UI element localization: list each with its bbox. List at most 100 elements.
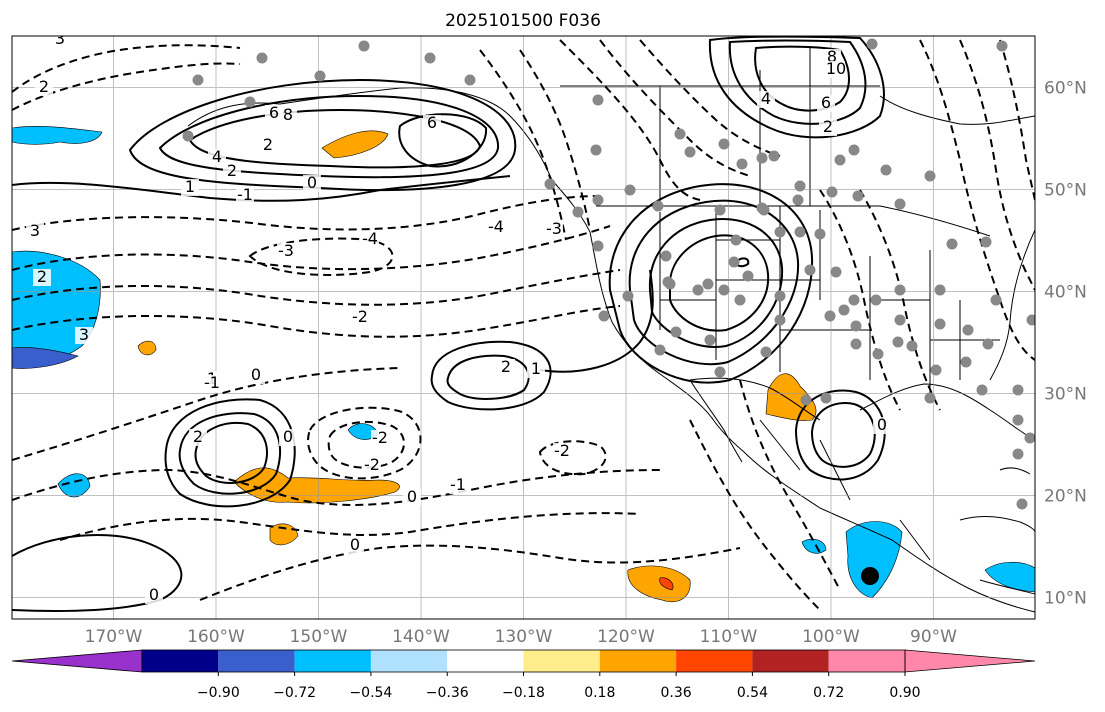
station-dot	[544, 178, 556, 190]
colorbar-swatch	[676, 650, 753, 672]
colorbar-tick-labels: −0.90 −0.72 −0.54 −0.36 −0.18 0.18 0.36 0.54 0.7…	[197, 672, 921, 701]
station-dot	[592, 240, 604, 252]
colorbar-tick-label: 0.90	[889, 685, 920, 701]
contour-label-bg	[817, 95, 835, 112]
colorbar-swatch	[752, 650, 829, 672]
coastline-baja	[689, 379, 743, 463]
contour-label: 0	[877, 415, 887, 434]
contour-solid-hudson-high-2	[728, 39, 867, 125]
pos-anomaly-subtropics-lobe	[269, 523, 299, 546]
station-dot	[624, 184, 636, 196]
station-dot	[848, 144, 860, 156]
colorbar-swatch	[370, 650, 448, 672]
station-dot	[622, 290, 634, 302]
coastline-cuba	[959, 515, 1035, 533]
station-dot	[800, 394, 812, 406]
station-dot	[850, 338, 862, 350]
station-dot	[824, 310, 836, 322]
pos-anomaly-gulf-alaska	[321, 130, 389, 159]
neg-anomaly-aleutian-fill	[12, 126, 103, 145]
contour-label: -2	[352, 307, 368, 326]
contour-dashed-east-trough-3	[999, 39, 1035, 201]
contour-label: 1	[531, 359, 541, 378]
station-dot	[1026, 314, 1035, 326]
contour-solid-rockies-high-2	[628, 199, 800, 366]
station-dot	[826, 186, 838, 198]
contour-label: -1	[237, 185, 253, 204]
contour-label-bg	[363, 457, 381, 474]
lon-label: 120°W	[597, 627, 655, 647]
contour-dashed-mexico-2	[739, 379, 841, 591]
station-dot	[592, 94, 604, 106]
colorbar-swatch	[599, 650, 677, 672]
coastline-east-us	[989, 229, 1035, 381]
station-dot	[314, 70, 326, 82]
station-dot	[894, 314, 906, 326]
contour-label: 3	[55, 29, 65, 48]
colorbar-swatch	[523, 650, 600, 672]
colorbar-swatch	[447, 650, 524, 672]
contour-label: 2	[263, 135, 273, 154]
contour-label: -3	[278, 241, 294, 260]
lon-label: 110°W	[700, 627, 758, 647]
contour-solid-rockies-high-3	[648, 218, 784, 348]
contour-label-bg	[279, 429, 297, 446]
contour-solid-central-pacific-low-1	[430, 340, 552, 411]
station-dot	[598, 310, 610, 322]
contour-label-bg	[277, 243, 295, 260]
contour-label: 0	[251, 365, 261, 384]
station-dot	[774, 290, 786, 302]
contour-label: -1	[450, 475, 466, 494]
contour-label-bg	[265, 105, 283, 122]
station-dot	[702, 278, 714, 290]
station-dot	[894, 284, 906, 296]
station-dot	[756, 152, 768, 164]
station-dot	[834, 154, 846, 166]
contour-label: -2	[554, 441, 570, 460]
contour-dashed-west-coast-1	[519, 49, 591, 231]
coastline-caribbean-islands	[979, 467, 1035, 595]
coastline-gulf	[859, 383, 1035, 441]
contour-label: 0	[283, 427, 293, 446]
colorbar-tick-label: −0.90	[197, 685, 240, 701]
contour-label-bg	[181, 179, 199, 196]
contour-label-bg	[75, 327, 93, 344]
contour-label: -4	[362, 229, 378, 248]
neg-anomaly-caribbean	[984, 561, 1035, 593]
station-dot	[714, 366, 726, 378]
contour-dashed-midwest-1	[819, 189, 901, 411]
coastline-hudson	[879, 95, 1035, 125]
colorbar-max-extend	[904, 649, 1036, 673]
dashed-contours	[12, 39, 1035, 611]
station-dot	[670, 326, 682, 338]
contour-label: 1	[185, 177, 195, 196]
contour-solid-gulf-alaska-high	[398, 113, 488, 168]
contour-dashed-aleutian-west	[12, 44, 241, 93]
station-dot	[760, 346, 772, 358]
station-dot	[830, 266, 842, 278]
station-dot	[192, 74, 204, 86]
station-dot	[962, 324, 974, 336]
contour-label-bg	[223, 163, 241, 180]
colorbar-swatch	[218, 650, 295, 672]
contour-dashed-midwest-2	[859, 189, 941, 411]
contour-label-bg	[371, 430, 389, 447]
station-dot	[256, 52, 268, 64]
lat-label: 10°N	[1044, 589, 1087, 609]
station-dot	[182, 130, 194, 142]
contour-label: -3	[546, 219, 562, 238]
contour-label-bg	[35, 79, 53, 96]
contour-label: -2	[372, 428, 388, 447]
contour-label-bg	[33, 269, 51, 286]
station-dot	[464, 74, 476, 86]
station-dot	[1024, 432, 1035, 444]
colorbar-tick-label: 0.72	[813, 685, 844, 701]
longitude-labels: 170°W 160°W 150°W 140°W 130°W 120°W 110°W 100°W…	[85, 627, 958, 647]
station-dot	[794, 180, 806, 192]
contour-label-bg	[203, 375, 221, 392]
station-dot	[774, 226, 786, 238]
contour-label: 8	[283, 105, 293, 124]
lon-label: 130°W	[495, 627, 553, 647]
contour-label-bg	[403, 489, 421, 506]
contour-solid-hawaii-low-3	[194, 422, 268, 484]
